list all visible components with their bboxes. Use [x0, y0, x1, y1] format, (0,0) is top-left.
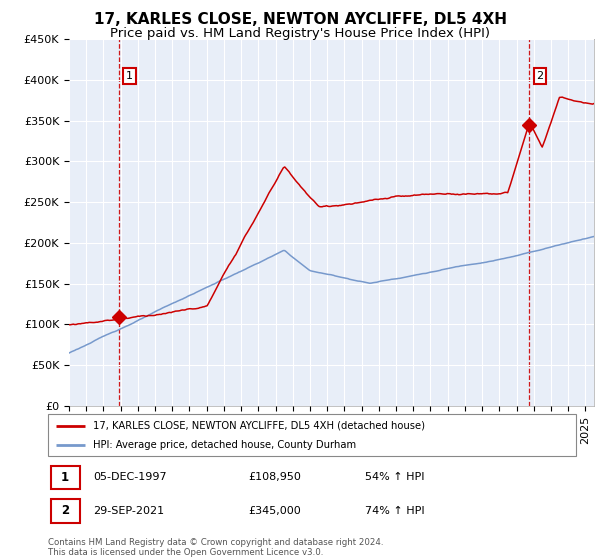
Text: 2: 2	[61, 505, 69, 517]
Text: £108,950: £108,950	[248, 473, 302, 482]
Text: HPI: Average price, detached house, County Durham: HPI: Average price, detached house, Coun…	[93, 440, 356, 450]
FancyBboxPatch shape	[48, 414, 576, 456]
Text: 1: 1	[61, 471, 69, 484]
Text: 1: 1	[126, 71, 133, 81]
Text: 17, KARLES CLOSE, NEWTON AYCLIFFE, DL5 4XH: 17, KARLES CLOSE, NEWTON AYCLIFFE, DL5 4…	[94, 12, 506, 27]
Text: 2: 2	[536, 71, 544, 81]
Text: 05-DEC-1997: 05-DEC-1997	[93, 473, 167, 482]
Text: 74% ↑ HPI: 74% ↑ HPI	[365, 506, 424, 516]
Text: 29-SEP-2021: 29-SEP-2021	[93, 506, 164, 516]
FancyBboxPatch shape	[50, 466, 80, 489]
Text: Contains HM Land Registry data © Crown copyright and database right 2024.
This d: Contains HM Land Registry data © Crown c…	[48, 538, 383, 557]
Text: Price paid vs. HM Land Registry's House Price Index (HPI): Price paid vs. HM Land Registry's House …	[110, 27, 490, 40]
Text: 54% ↑ HPI: 54% ↑ HPI	[365, 473, 424, 482]
FancyBboxPatch shape	[50, 500, 80, 522]
Text: 17, KARLES CLOSE, NEWTON AYCLIFFE, DL5 4XH (detached house): 17, KARLES CLOSE, NEWTON AYCLIFFE, DL5 4…	[93, 421, 425, 431]
Text: £345,000: £345,000	[248, 506, 301, 516]
